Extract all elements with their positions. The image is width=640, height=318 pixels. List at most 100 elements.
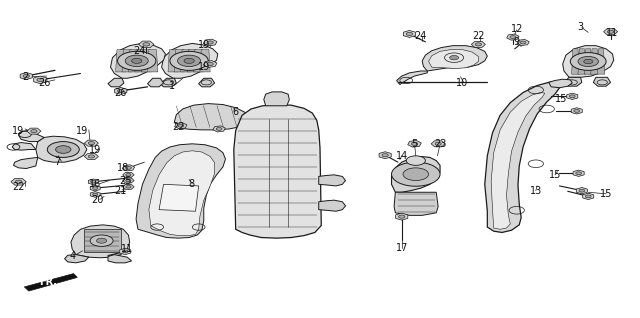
Polygon shape xyxy=(88,179,99,185)
Circle shape xyxy=(97,238,107,243)
Polygon shape xyxy=(429,50,478,68)
Circle shape xyxy=(118,51,156,70)
Circle shape xyxy=(576,172,582,175)
Polygon shape xyxy=(584,49,592,74)
Circle shape xyxy=(184,58,194,63)
Polygon shape xyxy=(111,44,166,78)
Text: 17: 17 xyxy=(396,243,408,253)
Text: 3: 3 xyxy=(577,22,584,32)
Circle shape xyxy=(122,250,128,253)
Text: 19: 19 xyxy=(76,126,88,135)
Polygon shape xyxy=(174,104,248,130)
Circle shape xyxy=(406,32,413,36)
Text: 11: 11 xyxy=(606,28,619,38)
Polygon shape xyxy=(604,29,618,35)
Circle shape xyxy=(170,51,208,70)
Polygon shape xyxy=(408,141,421,147)
Text: 24: 24 xyxy=(415,31,427,40)
Text: 25: 25 xyxy=(120,176,132,186)
Polygon shape xyxy=(563,46,614,77)
Polygon shape xyxy=(431,141,445,147)
Polygon shape xyxy=(141,50,152,72)
Text: 23: 23 xyxy=(434,139,446,149)
Polygon shape xyxy=(198,78,214,87)
Text: 22: 22 xyxy=(12,183,25,192)
Polygon shape xyxy=(122,165,134,171)
Circle shape xyxy=(125,55,148,66)
Circle shape xyxy=(520,41,526,44)
Polygon shape xyxy=(116,50,126,72)
Polygon shape xyxy=(115,87,127,94)
Polygon shape xyxy=(149,151,214,236)
Circle shape xyxy=(15,180,22,183)
Polygon shape xyxy=(319,175,346,186)
Polygon shape xyxy=(148,50,158,72)
Text: 19: 19 xyxy=(198,40,210,50)
Circle shape xyxy=(607,30,614,33)
Circle shape xyxy=(88,142,95,145)
Polygon shape xyxy=(129,50,139,72)
Text: 21: 21 xyxy=(115,186,127,196)
Text: 6: 6 xyxy=(233,107,239,116)
Circle shape xyxy=(178,124,184,127)
Polygon shape xyxy=(564,77,582,86)
Text: 13: 13 xyxy=(530,186,542,196)
Circle shape xyxy=(476,43,481,46)
Text: 12: 12 xyxy=(511,24,523,34)
Polygon shape xyxy=(108,78,124,87)
Text: 9: 9 xyxy=(514,38,520,47)
Text: 1: 1 xyxy=(169,81,175,91)
Polygon shape xyxy=(187,50,197,72)
Polygon shape xyxy=(567,93,578,100)
Circle shape xyxy=(382,154,388,157)
Polygon shape xyxy=(65,255,89,263)
Polygon shape xyxy=(90,185,100,191)
Polygon shape xyxy=(571,108,582,114)
Text: 16: 16 xyxy=(89,179,101,189)
Polygon shape xyxy=(204,61,217,67)
Circle shape xyxy=(118,89,124,93)
Polygon shape xyxy=(84,140,99,146)
Text: 19: 19 xyxy=(89,144,101,155)
Circle shape xyxy=(23,74,29,78)
Text: 7: 7 xyxy=(54,157,60,167)
Polygon shape xyxy=(573,170,584,176)
Polygon shape xyxy=(108,255,132,263)
Text: 18: 18 xyxy=(117,163,129,174)
Text: 8: 8 xyxy=(188,179,194,189)
Polygon shape xyxy=(392,156,440,192)
Circle shape xyxy=(579,189,585,192)
Circle shape xyxy=(47,142,79,157)
Polygon shape xyxy=(548,79,572,88)
Circle shape xyxy=(37,78,44,81)
Polygon shape xyxy=(161,78,176,87)
Polygon shape xyxy=(193,50,204,72)
Circle shape xyxy=(578,56,598,66)
Text: 15: 15 xyxy=(549,170,561,180)
Circle shape xyxy=(406,156,426,165)
Polygon shape xyxy=(159,184,198,211)
Text: 20: 20 xyxy=(92,195,104,205)
Polygon shape xyxy=(71,225,130,258)
Polygon shape xyxy=(123,172,134,177)
Text: 15: 15 xyxy=(600,190,612,199)
Polygon shape xyxy=(582,193,594,199)
Polygon shape xyxy=(576,188,588,194)
Circle shape xyxy=(126,179,131,182)
Circle shape xyxy=(584,59,593,64)
Polygon shape xyxy=(36,136,87,162)
Polygon shape xyxy=(591,49,598,74)
Circle shape xyxy=(126,186,131,188)
Polygon shape xyxy=(403,31,415,38)
Polygon shape xyxy=(234,105,321,238)
Circle shape xyxy=(510,36,516,38)
Circle shape xyxy=(31,129,37,133)
Circle shape xyxy=(125,166,131,169)
Circle shape xyxy=(450,55,459,60)
Polygon shape xyxy=(122,50,132,72)
Polygon shape xyxy=(379,152,391,159)
Polygon shape xyxy=(319,200,346,211)
Circle shape xyxy=(403,168,429,181)
Circle shape xyxy=(586,195,591,198)
Polygon shape xyxy=(394,192,438,215)
